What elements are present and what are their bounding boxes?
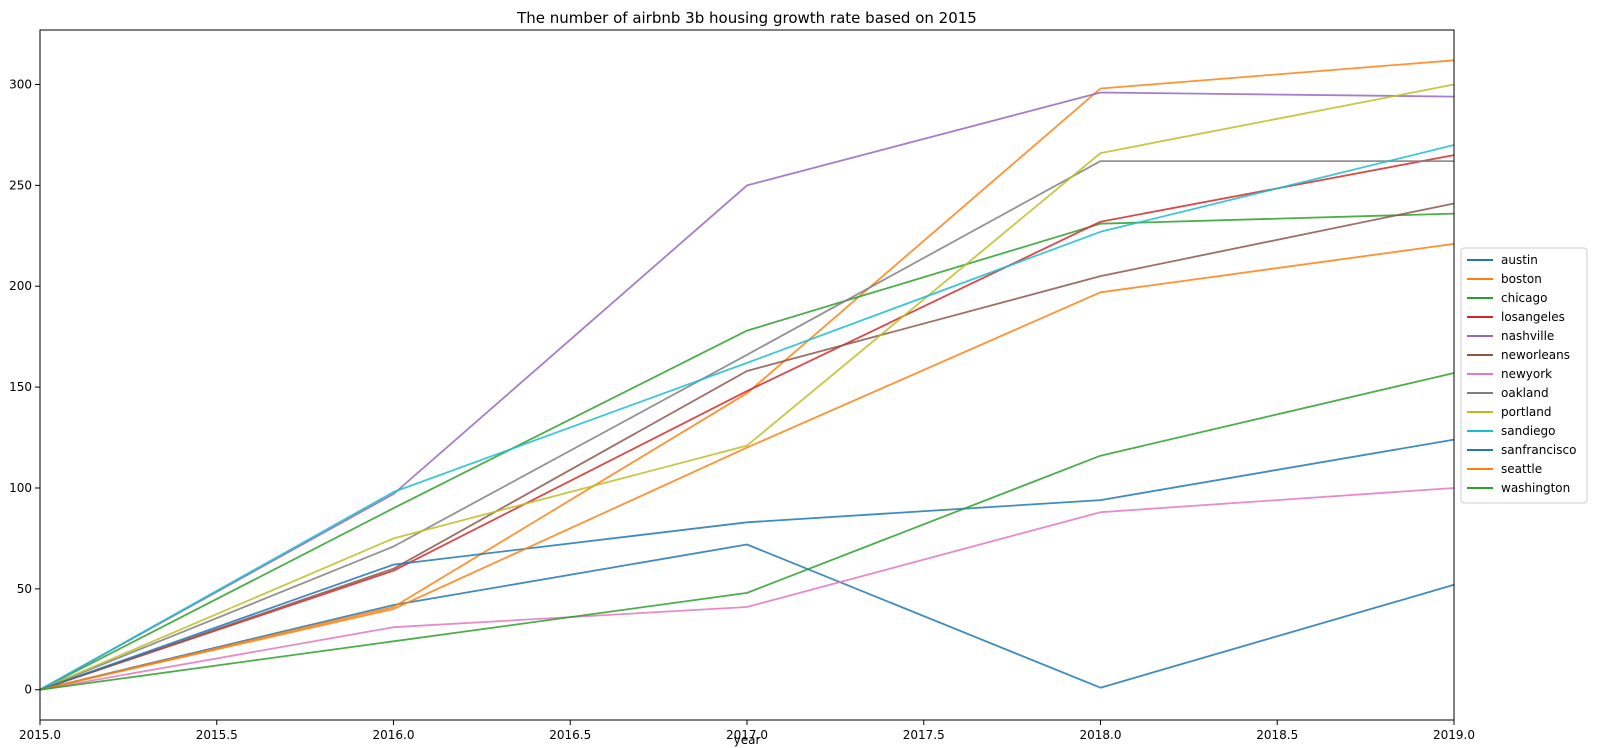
legend-label-portland: portland	[1501, 405, 1552, 419]
series-line-oakland	[39, 160, 1454, 691]
series-line-losangeles	[39, 154, 1455, 691]
series-line-sandiego	[39, 144, 1455, 691]
legend-label-newyork: newyork	[1501, 367, 1552, 381]
legend-label-sanfrancisco: sanfrancisco	[1501, 443, 1576, 457]
chart-title: The number of airbnb 3b housing growth r…	[516, 9, 977, 27]
legend-label-neworleans: neworleans	[1501, 348, 1570, 362]
x-axis-ticks: 2015.0 2015.5 2016.0 2016.5 2017.0 2017.5 2018…	[19, 720, 1475, 742]
series-line-seattle	[39, 243, 1455, 691]
series-line-washington	[39, 372, 1455, 691]
series-line-portland	[39, 83, 1455, 691]
y-tick-label: 150	[9, 380, 32, 394]
legend-label-nashville: nashville	[1501, 329, 1554, 343]
y-tick-label: 0	[24, 683, 32, 697]
series-line-newyork	[39, 487, 1455, 691]
legend-label-sandiego: sandiego	[1501, 424, 1556, 438]
x-tick-label: 2018.5	[1256, 728, 1298, 742]
x-tick-label: 2015.5	[196, 728, 238, 742]
legend-box	[1460, 247, 1588, 504]
legend-label-austin: austin	[1501, 253, 1538, 267]
x-tick-label: 2016.0	[373, 728, 415, 742]
x-tick-label: 2016.5	[549, 728, 591, 742]
series-line-austin	[39, 543, 1455, 691]
x-tick-label: 2017.0	[726, 728, 768, 742]
plot-frame	[39, 29, 1455, 721]
x-tick-label: 2018.0	[1080, 728, 1122, 742]
y-tick-label: 200	[9, 279, 32, 293]
series-line-sanfrancisco	[39, 438, 1455, 691]
series-line-neworleans	[39, 202, 1455, 691]
legend: austin boston chicago losangeles nashville ne…	[1460, 247, 1588, 504]
legend-label-seattle: seattle	[1501, 462, 1542, 476]
x-axis-title: year	[734, 733, 761, 747]
series-line-boston	[39, 59, 1455, 691]
y-tick-label: 100	[9, 481, 32, 495]
x-tick-label: 2015.0	[19, 728, 61, 742]
series-lines	[39, 59, 1455, 691]
legend-label-washington: washington	[1501, 481, 1570, 495]
y-tick-label: 250	[9, 178, 32, 192]
y-tick-label: 300	[9, 77, 32, 91]
legend-label-losangeles: losangeles	[1501, 310, 1565, 324]
x-tick-label: 2019.0	[1433, 728, 1475, 742]
y-axis-ticks: 0 50 100 150 200 250 300	[9, 77, 40, 697]
x-tick-label: 2017.5	[903, 728, 945, 742]
legend-label-chicago: chicago	[1501, 291, 1547, 305]
series-line-chicago	[39, 212, 1455, 691]
y-tick-label: 50	[17, 582, 32, 596]
legend-label-oakland: oakland	[1501, 386, 1549, 400]
legend-label-boston: boston	[1501, 272, 1542, 286]
series-line-nashville	[39, 91, 1455, 691]
